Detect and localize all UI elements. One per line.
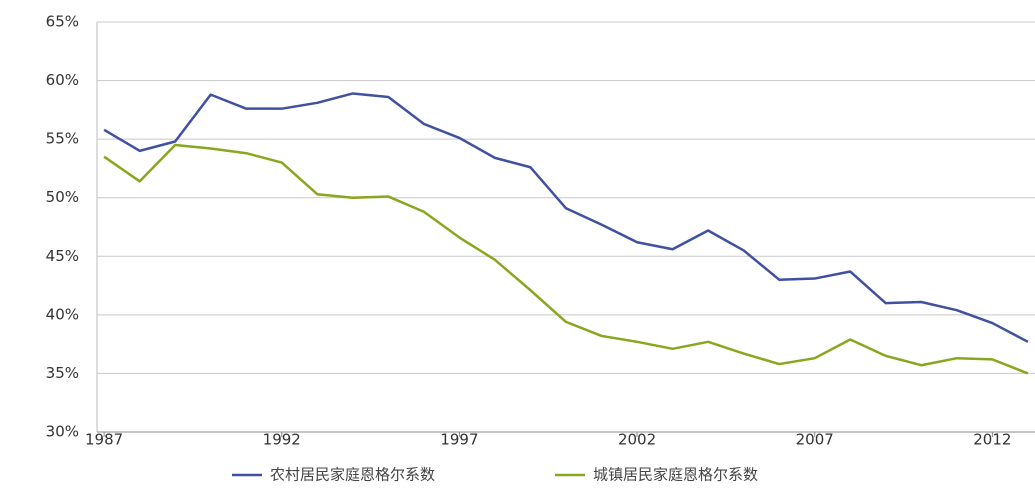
x-tick-label: 2012 xyxy=(973,431,1011,449)
y-tick-label: 35% xyxy=(46,364,79,382)
series-line xyxy=(103,92,1029,343)
y-tick-label: 55% xyxy=(46,130,79,148)
y-tick-label: 45% xyxy=(46,247,79,265)
x-tick-label: 1997 xyxy=(440,431,478,449)
y-tick-label: 40% xyxy=(46,305,79,323)
series-line xyxy=(103,143,1029,375)
y-tick-label: 50% xyxy=(46,188,79,206)
legend-label: 农村居民家庭恩格尔系数 xyxy=(270,466,435,484)
x-tick-label: 1992 xyxy=(263,431,301,449)
legend-label: 城镇居民家庭恩格尔系数 xyxy=(593,466,758,484)
x-tick-label: 2002 xyxy=(618,431,656,449)
y-tick-label: 30% xyxy=(46,423,79,441)
y-tick-label: 60% xyxy=(46,71,79,89)
x-tick-label: 2007 xyxy=(796,431,834,449)
y-tick-label: 65% xyxy=(46,13,79,31)
x-tick-label: 1987 xyxy=(85,431,123,449)
